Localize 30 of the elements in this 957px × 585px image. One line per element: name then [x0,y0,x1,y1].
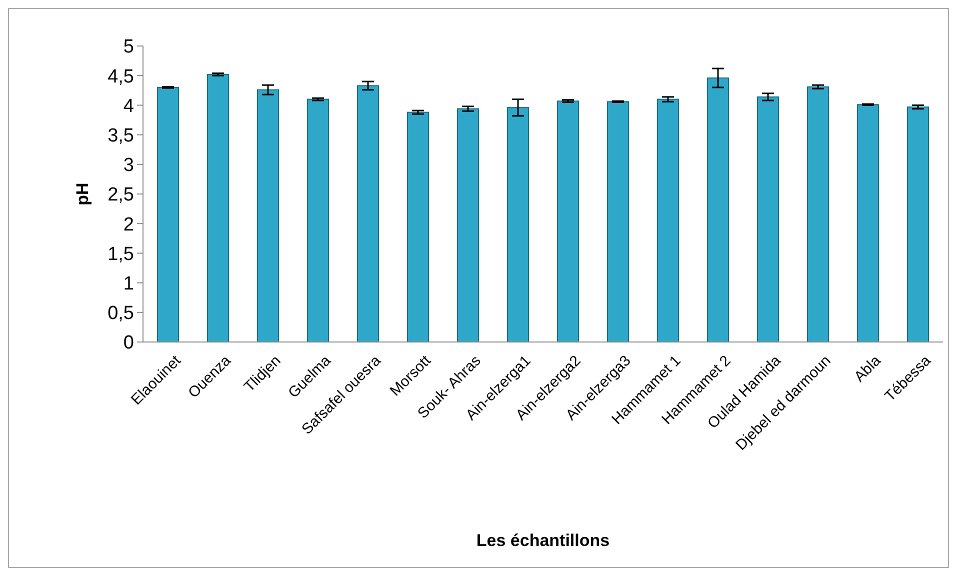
y-tick-label: 1,5 [108,244,134,265]
bar [607,101,629,342]
bar [807,86,829,342]
bar [157,86,179,342]
bar [907,106,929,342]
bar [657,98,679,342]
y-tick-label: 3,5 [108,125,134,146]
bar [407,112,429,342]
y-tick-label: 0 [123,332,134,354]
bar [357,85,379,342]
y-tick-label: 1 [123,273,134,294]
bar [707,77,729,342]
y-tick-label: 4,5 [108,66,134,88]
bar [557,100,579,342]
bar [857,104,879,342]
y-tick-label: 4 [123,96,134,117]
bar [207,74,229,342]
y-tick-label: 5 [123,36,134,58]
bar [457,108,479,342]
bar [257,89,279,342]
bar [507,107,529,342]
y-tick-label: 2,5 [108,184,134,206]
bar [307,98,329,342]
bar [757,96,779,342]
y-tick-label: 2 [123,214,134,236]
y-tick-label: 0,5 [108,303,134,324]
x-tick-label: Abla [850,352,885,386]
y-tick-label: 3 [123,155,134,176]
x-axis-title: Les échantillons [476,531,610,550]
y-axis-title: pH [73,182,92,206]
